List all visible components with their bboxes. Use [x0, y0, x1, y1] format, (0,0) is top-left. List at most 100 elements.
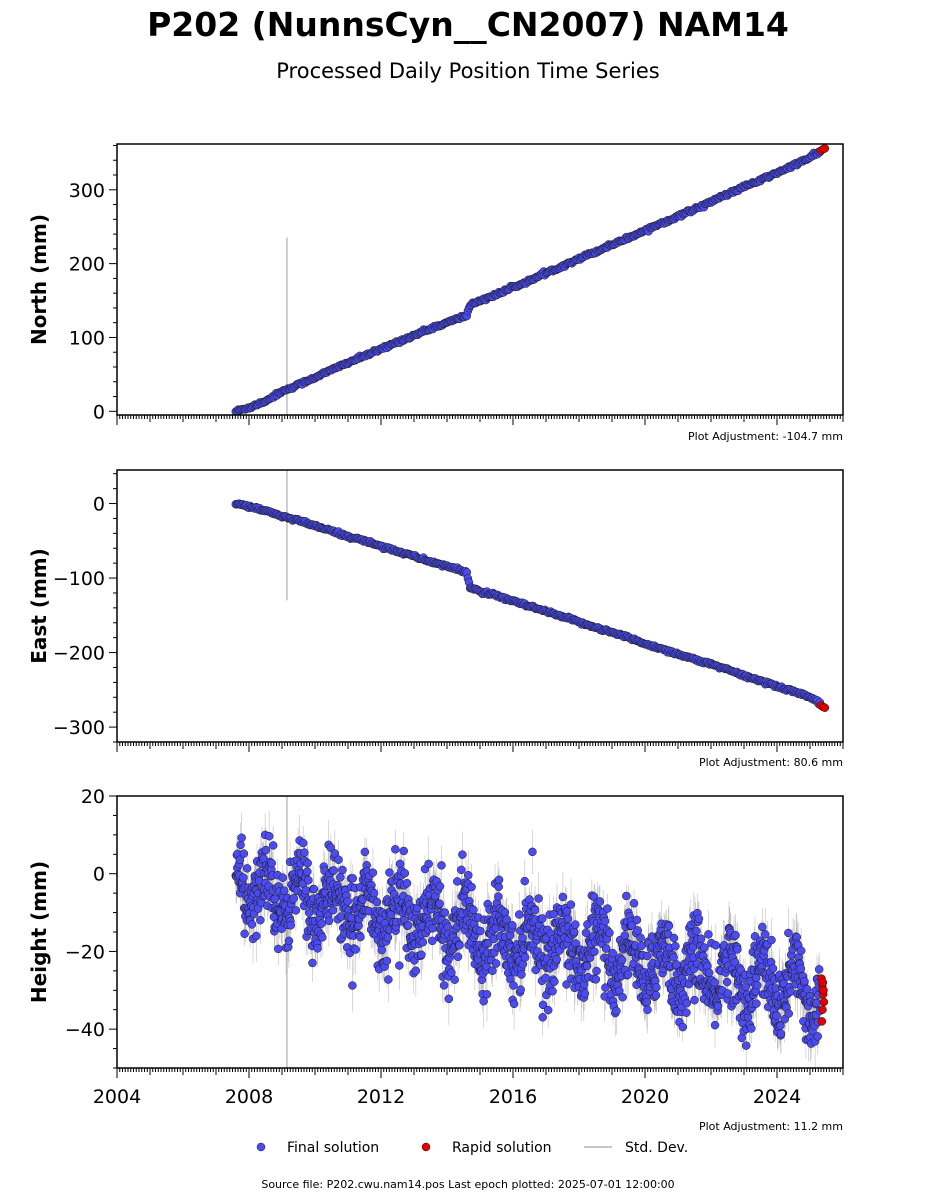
final-point — [348, 874, 358, 883]
axes-frame-north — [116, 143, 844, 416]
final-point — [455, 941, 464, 950]
rapid-point — [820, 703, 830, 712]
final-point — [268, 841, 278, 850]
final-point — [242, 864, 252, 873]
final-point — [424, 859, 433, 869]
final-point — [264, 831, 274, 841]
final-point — [437, 861, 446, 870]
final-point — [528, 847, 537, 857]
final-point — [289, 894, 298, 903]
final-point — [338, 865, 347, 875]
final-point — [308, 958, 317, 968]
final-point — [447, 968, 456, 977]
final-point — [494, 892, 503, 901]
final-point — [450, 975, 459, 984]
y-axis-label-north: North (mm) — [27, 214, 51, 345]
final-point — [457, 865, 466, 875]
rapid-points-east — [816, 701, 830, 712]
final-point — [326, 843, 336, 852]
final-point — [453, 877, 462, 886]
final-point — [324, 916, 334, 926]
final-point — [482, 990, 492, 999]
y-tick-label: 200 — [69, 254, 105, 276]
x-ticks-north — [116, 415, 844, 425]
final-point — [284, 936, 294, 946]
final-point — [328, 905, 338, 915]
final-point — [247, 920, 257, 929]
final-point — [267, 858, 276, 868]
final-point — [348, 981, 357, 990]
y-tick-label: 100 — [69, 327, 105, 349]
final-point — [239, 873, 248, 882]
plot-area-east — [231, 470, 830, 712]
final-point — [235, 855, 245, 865]
final-point — [343, 897, 352, 906]
panel-east: 0 −100 −200 −300 East (mm) Plot Adjustment: 8… — [27, 469, 844, 769]
plot-area-north — [231, 144, 830, 415]
final-point — [239, 849, 249, 858]
final-point — [516, 985, 525, 994]
final-point — [286, 921, 296, 930]
final-point — [368, 868, 378, 877]
final-point — [369, 888, 379, 898]
y-tick-label: −200 — [53, 643, 105, 665]
final-point — [395, 859, 405, 869]
final-point — [488, 966, 497, 976]
final-point — [318, 933, 327, 942]
final-point — [418, 937, 428, 947]
final-point — [444, 994, 454, 1004]
final-point — [300, 848, 309, 857]
plot-adjustment-north: Plot Adjustment: -104.7 mm — [688, 430, 843, 443]
final-point — [382, 956, 392, 966]
final-points-east — [231, 499, 825, 709]
final-point — [514, 910, 524, 919]
final-point — [278, 873, 287, 883]
final-point — [336, 873, 345, 882]
final-point — [467, 882, 476, 892]
final-point — [453, 952, 463, 962]
axes-frame-east — [116, 469, 844, 743]
final-point — [299, 838, 308, 848]
final-point — [351, 945, 360, 954]
final-point — [520, 953, 530, 962]
plot-adjustment-east: Plot Adjustment: 80.6 mm — [699, 756, 843, 769]
final-point — [303, 867, 312, 876]
final-point — [377, 945, 386, 955]
y-tick-label: 0 — [93, 494, 105, 516]
final-point — [440, 908, 450, 917]
final-point — [428, 936, 437, 946]
final-point — [435, 899, 444, 909]
final-point — [383, 933, 393, 942]
final-point — [336, 912, 346, 921]
final-point — [491, 959, 501, 968]
final-point — [279, 886, 289, 895]
final-point — [240, 929, 249, 939]
final-point — [508, 920, 517, 930]
final-point — [469, 905, 478, 915]
final-point — [261, 845, 271, 855]
final-point — [518, 933, 527, 943]
final-point — [479, 996, 488, 1006]
final-point — [334, 855, 343, 864]
final-point — [304, 876, 313, 885]
rapid-point — [820, 144, 830, 153]
final-point — [403, 921, 413, 930]
final-point — [402, 878, 412, 888]
panels: 0 100 200 300 North (mm) Plot Adjustment: -10… — [27, 143, 844, 1133]
final-point — [494, 882, 503, 892]
final-point — [329, 866, 338, 875]
final-point — [520, 876, 529, 886]
final-point — [395, 961, 404, 970]
final-point — [313, 944, 322, 953]
final-point — [476, 926, 485, 936]
final-point — [237, 833, 246, 843]
final-point — [309, 884, 319, 894]
panel-north: 0 100 200 300 North (mm) Plot Adjustment: -10… — [27, 143, 844, 443]
final-point — [384, 975, 393, 984]
final-point — [386, 910, 396, 919]
final-point — [372, 897, 382, 907]
y-ticks-north: 0 100 200 300 — [69, 144, 117, 423]
final-point — [360, 847, 370, 857]
